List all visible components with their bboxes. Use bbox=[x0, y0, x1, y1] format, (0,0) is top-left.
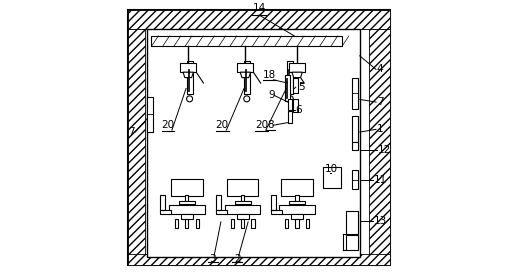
Text: 14: 14 bbox=[252, 3, 266, 13]
Polygon shape bbox=[183, 72, 193, 78]
Text: 5: 5 bbox=[298, 82, 305, 92]
Bar bbox=[151, 36, 342, 46]
Bar bbox=[225, 205, 261, 214]
Text: 20: 20 bbox=[215, 120, 229, 130]
Bar bbox=[179, 201, 195, 204]
Text: 1: 1 bbox=[377, 124, 383, 134]
Bar bbox=[279, 205, 315, 214]
Text: 3: 3 bbox=[209, 254, 216, 264]
Text: 7: 7 bbox=[377, 97, 383, 107]
Text: 20: 20 bbox=[161, 120, 175, 130]
Bar bbox=[171, 179, 203, 196]
Bar bbox=[237, 63, 253, 72]
Bar bbox=[271, 196, 276, 210]
Polygon shape bbox=[292, 72, 303, 78]
Bar bbox=[196, 219, 199, 228]
Bar bbox=[216, 210, 227, 214]
Text: 13: 13 bbox=[373, 216, 387, 225]
Bar bbox=[128, 254, 390, 265]
Text: 7: 7 bbox=[128, 127, 134, 137]
Bar bbox=[287, 61, 293, 94]
Bar bbox=[306, 219, 309, 228]
Bar bbox=[346, 211, 358, 234]
Text: 8: 8 bbox=[267, 120, 274, 130]
Bar bbox=[169, 205, 205, 214]
Bar bbox=[285, 75, 290, 101]
Text: 20: 20 bbox=[255, 120, 268, 130]
Text: 9: 9 bbox=[268, 90, 275, 100]
Bar bbox=[244, 61, 250, 94]
Bar bbox=[291, 214, 303, 219]
Text: 12: 12 bbox=[378, 145, 391, 155]
Bar bbox=[241, 219, 244, 228]
Bar bbox=[352, 142, 358, 150]
Bar bbox=[161, 210, 171, 214]
Bar bbox=[185, 219, 189, 228]
Bar bbox=[148, 97, 153, 132]
Bar bbox=[271, 210, 282, 214]
Bar bbox=[352, 170, 358, 189]
Bar bbox=[241, 196, 244, 202]
Bar bbox=[175, 219, 178, 228]
Text: 4: 4 bbox=[377, 64, 383, 75]
Bar bbox=[128, 10, 390, 29]
Text: 10: 10 bbox=[325, 164, 338, 174]
Bar bbox=[295, 219, 299, 228]
Text: 18: 18 bbox=[263, 70, 276, 80]
Bar bbox=[237, 214, 249, 219]
Bar bbox=[148, 29, 359, 257]
Bar bbox=[281, 179, 313, 196]
Bar bbox=[293, 78, 298, 93]
Bar bbox=[289, 63, 305, 72]
Text: 2: 2 bbox=[234, 254, 240, 264]
Bar bbox=[186, 61, 193, 94]
Bar bbox=[285, 219, 289, 228]
Bar bbox=[323, 167, 341, 188]
Bar bbox=[180, 63, 196, 72]
Bar bbox=[289, 99, 292, 110]
Bar bbox=[181, 214, 193, 219]
Bar bbox=[128, 29, 146, 265]
Bar bbox=[185, 196, 189, 202]
Bar bbox=[352, 78, 358, 109]
Text: 6: 6 bbox=[296, 105, 303, 115]
Bar bbox=[161, 196, 165, 210]
Bar bbox=[369, 29, 390, 265]
Bar bbox=[346, 235, 358, 251]
Text: 11: 11 bbox=[373, 175, 387, 185]
Bar bbox=[295, 196, 299, 202]
Bar bbox=[352, 116, 358, 142]
Bar bbox=[231, 219, 234, 228]
Bar bbox=[251, 219, 255, 228]
Bar bbox=[289, 111, 292, 123]
Bar bbox=[293, 98, 298, 112]
Bar bbox=[227, 179, 258, 196]
Bar bbox=[289, 201, 305, 204]
Bar bbox=[235, 201, 251, 204]
Bar bbox=[216, 196, 221, 210]
Polygon shape bbox=[240, 72, 251, 78]
